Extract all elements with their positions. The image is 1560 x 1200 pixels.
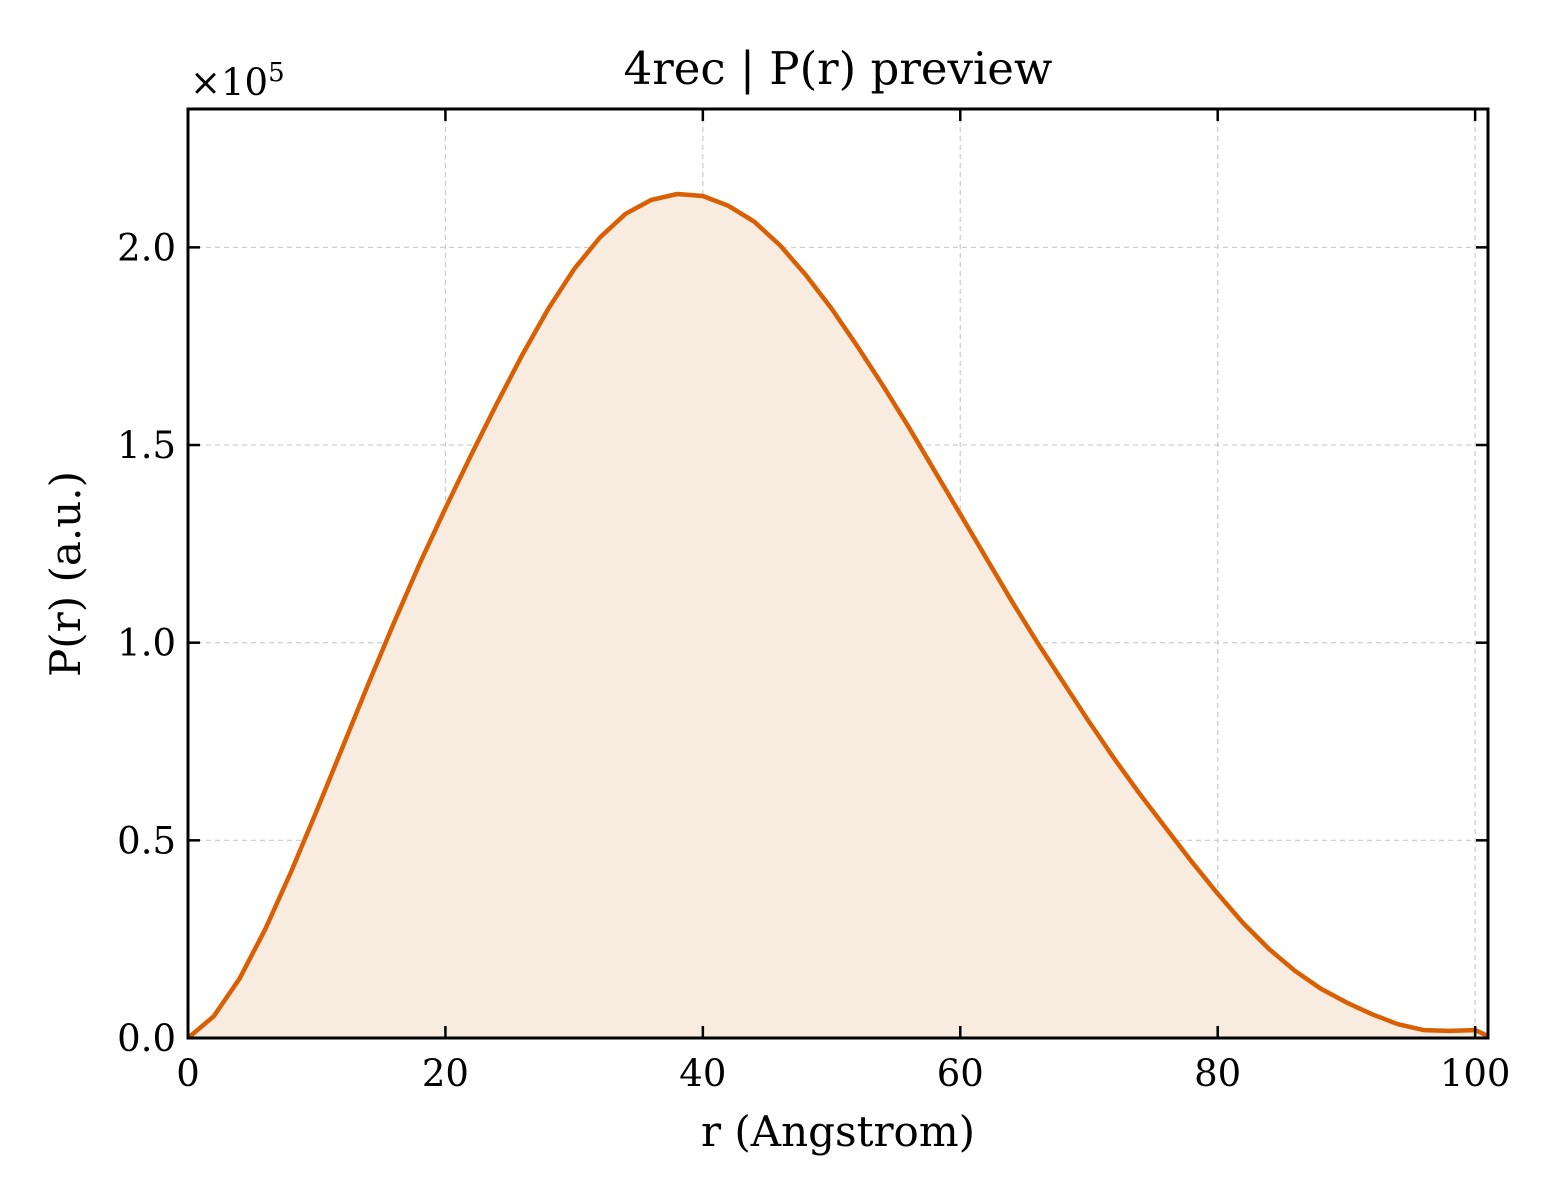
x-axis: 0 20 40 60 80 100 [176,109,1510,1095]
y-tick-label: 2.0 [117,226,176,269]
x-tick-label: 0 [176,1052,200,1095]
chart-title: 4rec | P(r) preview [624,42,1053,95]
y-scale-exponent: 5 [268,58,285,88]
x-tick-label: 20 [422,1052,469,1095]
x-tick-label: 80 [1194,1052,1241,1095]
pr-line [186,191,1489,1040]
y-axis-label: P(r) (a.u.) [41,471,90,677]
y-axis: 0.0 0.5 1.0 1.5 2.0 [117,226,1488,1060]
y-scale-base: ×10 [190,61,268,104]
y-tick-label: 1.5 [117,424,176,467]
y-tick-label: 0.0 [117,1017,176,1060]
y-tick-label: 1.0 [117,622,176,665]
y-tick-label: 0.5 [117,819,176,862]
x-tick-label: 100 [1440,1052,1511,1095]
x-tick-label: 60 [937,1052,984,1095]
plot-frame [186,107,1490,1040]
x-axis-label: r (Angstrom) [701,1107,975,1156]
y-scale-multiplier: ×105 [190,58,285,104]
x-tick-label: 40 [679,1052,726,1095]
